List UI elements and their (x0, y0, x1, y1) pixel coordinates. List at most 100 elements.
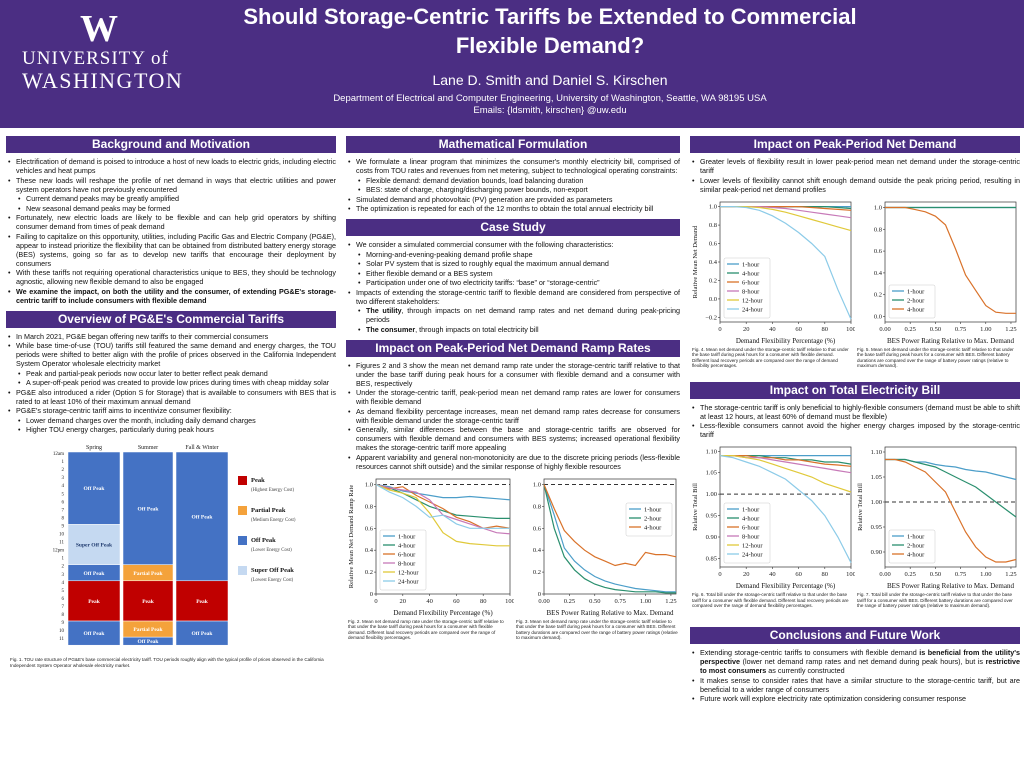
list-item: We consider a simulated commercial consu… (346, 240, 680, 249)
fig6-chart: 0.85 0.90 0.95 1.00 1.05 1.10 0 20 40 60 80 100 Dema… (692, 446, 855, 590)
plot-frame (543, 478, 677, 594)
fig2-chart: 0 0.2 0.4 0.6 0.8 1.0 0 20 40 60 80 100 Demand Flexi… (348, 478, 514, 617)
legend-label: 12-hour (398, 569, 419, 576)
x-tick-label: 0.50 (930, 326, 941, 333)
list-item: As demand flexibility percentage increas… (346, 407, 680, 425)
ramp-figures: 0 0.2 0.4 0.6 0.8 1.0 0 20 40 60 80 100 Demand Flexi… (346, 473, 680, 643)
y-tick-label: 0.0 (874, 313, 882, 320)
tou-period-label: Off Peak (84, 631, 106, 637)
legend-label: 1-hour (644, 506, 662, 513)
y-tick-label: 0.2 (874, 291, 882, 298)
tou-period-label: Off Peak (192, 631, 214, 637)
hour-label: 12pm (53, 549, 65, 554)
y-tick-label: 0.90 (871, 549, 882, 556)
hour-label: 3 (62, 476, 65, 481)
case-section: Case Study We consider a simulated comme… (346, 219, 680, 334)
list-item: Solar PV system that is sized to roughly… (346, 259, 680, 268)
legend-swatch (238, 566, 247, 575)
x-tick-label: 1.00 (640, 598, 651, 605)
x-axis-label: BES Power Rating Relative to Max. Demand (547, 609, 674, 617)
list-item: Morning-and-evening-peaking demand profi… (346, 250, 680, 259)
legend-box (888, 284, 936, 318)
y-tick-label: −0.2 (705, 314, 717, 321)
y-tick-label: 0.4 (533, 547, 542, 554)
tou-period-block (175, 451, 229, 582)
y-tick-label: 1.00 (706, 491, 717, 498)
background-list: Electrification of demand is poised to i… (6, 157, 336, 305)
y-tick-label: 0.6 (365, 525, 374, 532)
legend-label: 2-hour (907, 543, 925, 550)
fig3-chart: 0 0.2 0.4 0.6 0.8 1.0 0.00 0.25 0.50 0.75 1.00 1.25… (533, 478, 677, 617)
legend-sublabel: (Lowest Energy Cost) (251, 578, 294, 583)
legend-label: 1-hour (398, 533, 416, 540)
column-2: Mathematical Formulation We formulate a … (346, 136, 680, 649)
list-item: Impacts of extending the storage-centric… (346, 288, 680, 306)
series-line-4-hour (375, 483, 510, 519)
conc-strong: restrictive to most consumers (700, 657, 1020, 675)
y-tick-label: 0.0 (709, 295, 717, 302)
fig4-chart: −0.2 0.0 0.2 0.4 0.6 0.8 1.0 0 20 40 60 80 100 Demand… (692, 201, 855, 345)
list-item: The consumer, through impacts on total e… (346, 325, 680, 334)
x-tick-label: 0.50 (930, 571, 941, 578)
fig5-chart: 0.0 0.2 0.4 0.6 0.8 1.0 0.00 0.25 0.50 0.75 1.00 1.… (874, 201, 1017, 345)
legend-label: 4-hour (742, 270, 760, 277)
list-item: These new loads will reshape the profile… (6, 176, 336, 194)
series-line-4-hour (885, 458, 1017, 563)
tou-tariff-chart: Spring Off Peak Super Off Peak Off Peak Peak… (53, 445, 296, 646)
legend-label: 4-hour (907, 552, 925, 559)
hour-label: 3 (62, 573, 65, 578)
x-tick-label: 0 (374, 598, 377, 605)
legend-swatch (238, 476, 247, 485)
logo-university-text: UNIVERSITY of (22, 48, 169, 69)
x-axis-label: BES Power Rating Relative to Max. Demand (887, 337, 1014, 345)
x-tick-label: 60 (795, 571, 802, 578)
legend-label: 1-hour (907, 288, 925, 295)
x-tick-label: 80 (822, 326, 829, 333)
hour-label: 11 (59, 637, 64, 642)
list-item: Less-flexible consumers cannot avoid the… (690, 421, 1020, 439)
y-tick-label: 0.8 (365, 503, 373, 510)
tou-period-block (175, 580, 229, 622)
hour-label: 2 (62, 565, 65, 570)
list-item: Current demand peaks may be greatly ampl… (6, 194, 336, 203)
column-3: Impact on Peak-Period Net Demand Greater… (690, 136, 1020, 709)
list-item: Future work will explore electricity rat… (690, 694, 1020, 703)
uw-logo: W UNIVERSITY of WASHINGTON (22, 10, 182, 92)
x-tick-label: 0.75 (955, 326, 966, 333)
x-tick-label: 1.00 (980, 326, 991, 333)
fig6-caption: Fig. 6. Total bill under the storage-cen… (692, 592, 849, 609)
hour-label: 10 (59, 629, 65, 634)
legend-box (888, 529, 936, 564)
y-tick-label: 0.8 (709, 222, 717, 229)
tou-period-label: Partial Peak (133, 627, 163, 633)
affiliation-text: Department of Electrical and Computer En… (333, 93, 767, 104)
x-tick-label: 40 (769, 326, 776, 333)
y-tick-label: 0.2 (365, 569, 373, 576)
legend-label: Super Off Peak (251, 567, 294, 574)
background-section: Background and Motivation Electrificatio… (6, 136, 336, 305)
poster-title: Should Storage-Centric Tariffs be Extend… (243, 4, 857, 58)
legend-label: 8-hour (742, 534, 760, 541)
x-tick-label: 0 (718, 326, 721, 333)
x-tick-label: 60 (795, 326, 802, 333)
list-item: Failing to capitalize on this opportunit… (6, 232, 336, 268)
list-item: Fortunately, new electric loads are like… (6, 213, 336, 231)
legend-label: 4-hour (742, 516, 760, 523)
hour-label: 2 (62, 468, 65, 473)
x-tick-label: 0 (718, 571, 721, 578)
y-axis-label: Relative Total Bill (692, 483, 699, 531)
x-tick-label: 100 (846, 571, 855, 578)
x-tick-label: 20 (743, 571, 750, 578)
emails-text: Emails: {ldsmith, kirschen} @uw.edu (473, 105, 627, 116)
conc-text: as currently constructed (766, 666, 845, 675)
list-item: PG&E also introduced a rider (Option S f… (6, 388, 336, 406)
tou-tariff-figure: Spring Off Peak Super Off Peak Off Peak Peak… (6, 440, 336, 670)
list-item: New seasonal demand peaks may be formed (6, 204, 336, 213)
list-item: The optimization is repeated for each of… (346, 204, 680, 213)
peak-list: Greater levels of flexibility result in … (690, 157, 1020, 194)
hour-label: 6 (62, 597, 65, 602)
legend-label: 4-hour (398, 542, 416, 549)
y-tick-label: 1.0 (365, 481, 373, 488)
conclusions-title: Conclusions and Future Work (690, 627, 1020, 644)
series-line-2-hour (885, 458, 1017, 518)
